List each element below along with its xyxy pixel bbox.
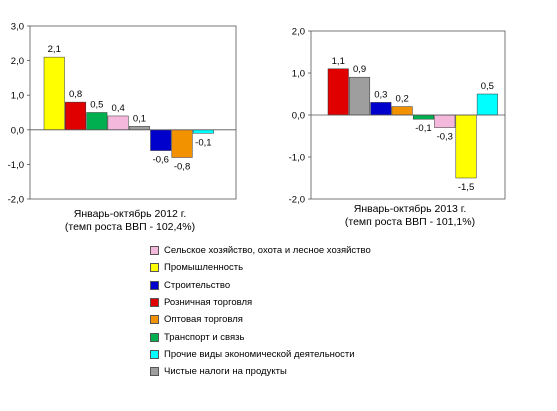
chart2-bar: [434, 114, 456, 128]
chart1-bar: [128, 126, 150, 131]
chart2-data-label: 0,2: [396, 94, 409, 105]
legend-item: Чистые налоги на продукты: [150, 363, 371, 380]
chart2-data-label: -0,1: [415, 123, 431, 134]
chart2-bar: [349, 76, 371, 116]
chart1-data-label: -0,6: [153, 155, 169, 166]
legend-swatch: [150, 263, 159, 273]
legend-label: Оптовая торговля: [164, 314, 243, 326]
chart1-y-tick-label: -2,0: [8, 195, 24, 206]
chart1-bar: [107, 115, 129, 131]
chart1-title-line1: Январь-октябрь 2012 г.: [74, 208, 187, 220]
chart2-bar: [412, 114, 434, 120]
chart2-bar: [370, 102, 392, 116]
chart2-y-tick-label: -2,0: [289, 195, 305, 206]
chart2-y-tick-label: 2,0: [292, 27, 305, 38]
legend-item: Прочие виды экономической деятельности: [150, 346, 371, 363]
chart1-bar: [43, 56, 65, 131]
chart2-bar: [455, 114, 477, 179]
legend-swatch: [150, 332, 159, 342]
chart2-data-label: 0,9: [353, 64, 366, 75]
legend-label: Транспорт и связь: [164, 331, 245, 343]
legend-item: Строительство: [150, 277, 371, 294]
legend-swatch: [150, 349, 159, 359]
chart2-data-label: -0,3: [437, 132, 453, 143]
chart1-data-label: 0,5: [90, 100, 103, 111]
legend: Сельское хозяйство, охота и лесное хозяй…: [150, 242, 371, 380]
chart2-bar: [476, 93, 498, 116]
legend-label: Чистые налоги на продукты: [164, 366, 287, 378]
chart2-data-label: 0,5: [481, 81, 494, 92]
chart2-data-label: 1,1: [332, 56, 345, 67]
legend-label: Прочие виды экономической деятельности: [164, 348, 355, 360]
chart2-y-tick-label: 0,0: [292, 111, 305, 122]
legend-swatch: [150, 367, 159, 377]
legend-item: Оптовая торговля: [150, 311, 371, 328]
chart1-bar: [86, 112, 108, 131]
legend-swatch: [150, 246, 159, 256]
chart2-data-label: 0,3: [374, 89, 387, 100]
legend-item: Промышленность: [150, 259, 371, 276]
chart1-y-tick-label: 3,0: [11, 22, 24, 33]
chart2-bar: [391, 106, 413, 116]
chart1-data-label: 2,1: [48, 44, 61, 55]
legend-item: Сельское хозяйство, охота и лесное хозяй…: [150, 242, 371, 259]
chart1-y-tick-label: 2,0: [11, 56, 24, 67]
chart1-y-tick-label: -1,0: [8, 160, 24, 171]
chart2-title-line2: (темп роста ВВП - 101,1%): [345, 216, 475, 228]
chart1-data-label: 0,8: [69, 89, 82, 100]
chart2-y-tick-label: 1,0: [292, 69, 305, 80]
chart1-data-label: 0,4: [112, 103, 125, 114]
chart1-y-tick-label: 1,0: [11, 91, 24, 102]
legend-label: Сельское хозяйство, охота и лесное хозяй…: [164, 245, 371, 257]
legend-item: Транспорт и связь: [150, 328, 371, 345]
legend-swatch: [150, 280, 159, 290]
chart2-title-line1: Январь-октябрь 2013 г.: [354, 203, 467, 215]
chart1-title-line2: (темп роста ВВП - 102,4%): [65, 221, 195, 233]
chart2-bar: [327, 68, 349, 116]
legend-label: Строительство: [164, 279, 231, 291]
chart1-data-label: 0,1: [133, 113, 146, 124]
chart2-data-label: -1,5: [458, 182, 474, 193]
chart1-bar: [65, 101, 87, 131]
chart1-bar: [171, 129, 193, 158]
legend-label: Промышленность: [164, 262, 244, 274]
chart1-y-tick-label: 0,0: [11, 125, 24, 136]
legend-label: Розничная торговля: [164, 297, 253, 309]
chart1-bar: [150, 129, 172, 151]
legend-swatch: [150, 315, 159, 325]
legend-item: Розничная торговля: [150, 294, 371, 311]
chart1-bar: [192, 129, 214, 134]
chart1-data-label: -0,1: [195, 137, 211, 148]
legend-swatch: [150, 298, 159, 308]
chart2-y-tick-label: -1,0: [289, 153, 305, 164]
chart1-data-label: -0,8: [174, 161, 190, 172]
